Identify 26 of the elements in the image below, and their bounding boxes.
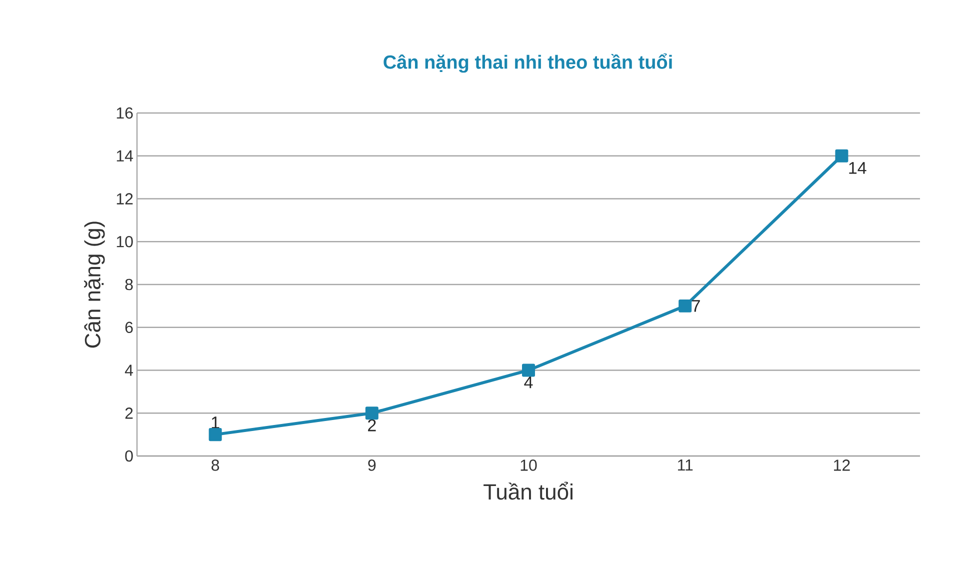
x-axis-title: Tuần tuổi (484, 482, 572, 500)
y-tick-label: 0 (125, 450, 133, 462)
point (522, 364, 536, 377)
chart-title: Cân nặng thai nhi theo tuần tuổi (384, 53, 672, 73)
y-tick-label: 8 (125, 278, 133, 290)
y-tick-label: 14 (116, 150, 133, 162)
y-tick-label: 4 (124, 364, 133, 376)
data-label: 4 (524, 376, 533, 388)
y-tick-label: 6 (125, 322, 133, 334)
y-tick-label: 16 (116, 107, 133, 119)
x-tick-label: 12 (834, 460, 850, 471)
point (678, 299, 692, 312)
y-tick-label: 12 (116, 193, 133, 204)
point (835, 149, 848, 162)
data-label: 2 (368, 419, 376, 432)
data-label: 7 (692, 300, 700, 312)
x-tick-label: 10 (520, 460, 537, 471)
x-tick-label: 8 (212, 460, 220, 471)
data-label: 14 (849, 162, 866, 174)
y-tick-label: 10 (116, 236, 133, 248)
y-tick-label: 2 (125, 408, 133, 419)
point (365, 406, 378, 420)
x-tick-label: 11 (678, 460, 693, 471)
x-tick-label: 9 (368, 460, 376, 471)
point (208, 428, 222, 442)
y-axis-title: Cân nặng (g) (84, 222, 105, 348)
